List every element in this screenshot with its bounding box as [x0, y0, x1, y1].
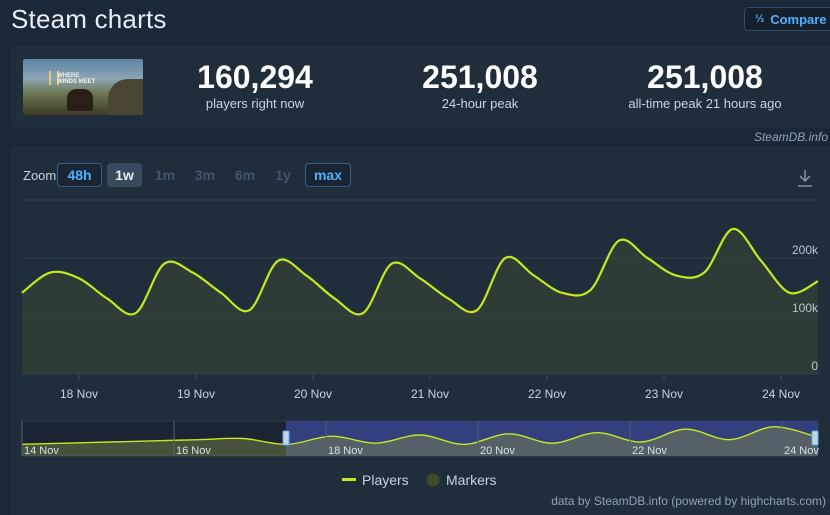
tick-labels: 0 100k 200k 18 Nov 19 Nov 20 Nov 21 Nov 22 Nov 2… — [60, 243, 819, 401]
navigator-selection — [286, 421, 818, 456]
x-tick-label: 18 Nov — [60, 387, 98, 401]
zoom-label: Zoom — [23, 168, 57, 183]
zoom-6m-button[interactable]: 6m — [234, 167, 256, 183]
compare-button[interactable]: ⅓ Compare — [744, 7, 830, 31]
stat-current: 160,294 players right now — [190, 60, 320, 111]
chart-area-layer — [21, 227, 819, 374]
zoom-3m-button[interactable]: 3m — [194, 167, 216, 183]
legend-markers-swatch — [426, 473, 440, 487]
page-title: Steam charts — [11, 4, 167, 34]
navigator-handle — [282, 430, 290, 446]
x-tick-label: 22 Nov — [528, 387, 566, 401]
game-thumbnail[interactable]: WHERE WINDS MEET — [23, 59, 143, 115]
navigator: 14 Nov 16 Nov 18 Nov 20 Nov 22 Nov 24 Nov — [21, 420, 819, 457]
legend-markers[interactable]: Markers — [426, 472, 497, 488]
stat-alltime-peak-value: 251,008 — [647, 59, 763, 95]
zoom-1w-button[interactable]: 1w — [107, 163, 142, 187]
stat-alltime-peak-label: all-time peak 21 hours ago — [628, 96, 782, 111]
thumbnail-rock — [108, 79, 143, 115]
legend-players[interactable]: Players — [342, 472, 409, 488]
navigator-line — [21, 426, 819, 446]
players-area-fill — [22, 228, 818, 374]
navigator-label: 18 Nov — [328, 445, 363, 457]
legend-players-swatch — [342, 478, 356, 481]
stat-24h-peak: 251,008 24-hour peak — [410, 60, 550, 111]
zoom-1m-button[interactable]: 1m — [154, 167, 176, 183]
stat-24h-peak-label: 24-hour peak — [441, 96, 519, 111]
legend-markers-label: Markers — [446, 472, 497, 488]
thumbnail-rider — [67, 89, 93, 111]
stat-current-label: players right now — [205, 96, 305, 111]
x-tick-label: 19 Nov — [177, 387, 215, 401]
navigator-label: 14 Nov — [24, 445, 59, 457]
sort-numeric-icon: ⅓ — [755, 13, 765, 25]
y-tick-label: 100k — [792, 301, 819, 315]
y-tick-label: 0 — [811, 359, 818, 373]
stats-panel: WHERE WINDS MEET 160,294 players right n… — [10, 46, 830, 128]
steamdb-credit[interactable]: SteamDB.info — [753, 130, 828, 144]
zoom-48h-button[interactable]: 48h — [57, 163, 102, 187]
x-tick-label: 21 Nov — [411, 387, 449, 401]
navigator-label: 22 Nov — [632, 445, 667, 457]
game-logo-mark — [49, 71, 59, 85]
zoom-max-button[interactable]: max — [305, 163, 351, 187]
navigator-label: 24 Nov — [784, 445, 819, 457]
stat-alltime-peak: 251,008 all-time peak 21 hours ago — [620, 60, 790, 111]
x-tick-label: 24 Nov — [762, 387, 800, 401]
navigator-handle — [811, 430, 819, 446]
highcharts-credit[interactable]: data by SteamDB.info (powered by highcha… — [551, 494, 826, 508]
download-icon[interactable] — [796, 168, 814, 188]
navigator-label: 20 Nov — [480, 445, 515, 457]
x-tick-label: 23 Nov — [645, 387, 683, 401]
zoom-1y-button[interactable]: 1y — [275, 167, 291, 183]
navigator-area-fill — [22, 426, 818, 456]
stat-24h-peak-value: 251,008 — [422, 59, 538, 95]
x-tick-label: 20 Nov — [294, 387, 332, 401]
legend-players-label: Players — [362, 472, 409, 488]
players-series-line — [21, 227, 819, 316]
y-tick-label: 200k — [792, 243, 819, 257]
game-logo: WHERE WINDS MEET — [57, 73, 96, 85]
stat-current-value: 160,294 — [197, 59, 313, 95]
compare-label: Compare — [770, 11, 827, 27]
navigator-label: 16 Nov — [176, 445, 211, 457]
